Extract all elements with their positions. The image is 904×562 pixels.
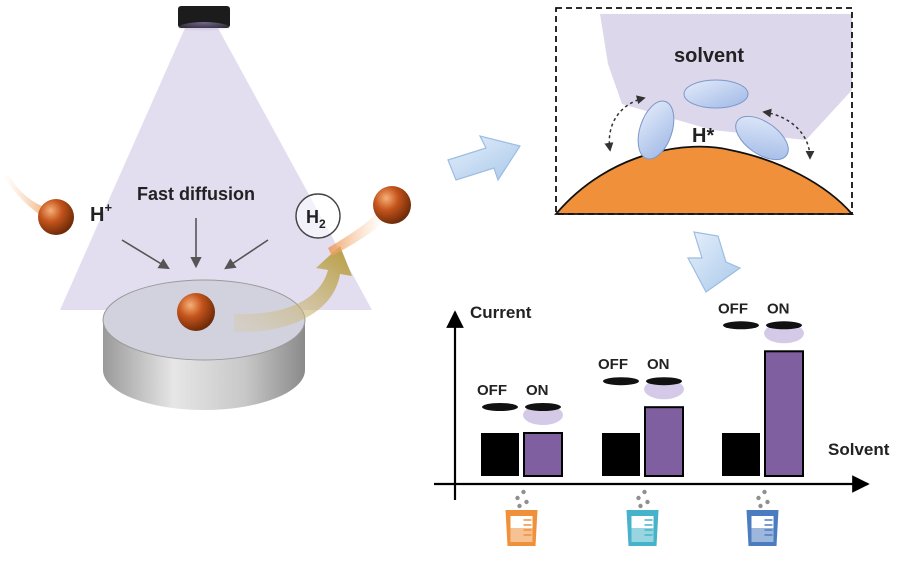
lamp-icon xyxy=(178,6,230,28)
electrode-surface xyxy=(554,145,854,215)
exchange-arrow-icon xyxy=(762,108,815,160)
h2-label: H2 xyxy=(306,207,326,231)
proton-label: H+ xyxy=(90,200,112,226)
off-label: OFF xyxy=(598,356,628,373)
adsorbed-h-label: H* xyxy=(692,125,714,147)
proton-particle-icon xyxy=(38,199,74,235)
bar-off xyxy=(722,433,760,476)
lamp-on-icon xyxy=(646,377,682,386)
on-label: ON xyxy=(767,300,790,317)
solvent-molecule-icon xyxy=(683,79,749,109)
beaker-icon xyxy=(505,489,538,546)
bar-off xyxy=(481,433,519,476)
h2-trail xyxy=(328,212,384,256)
left-scene: Fast diffusion H+ H2 xyxy=(4,6,411,410)
beaker-icon xyxy=(626,489,659,546)
bar-on xyxy=(644,406,684,478)
h2-particle-icon xyxy=(373,186,411,224)
y-axis-label: Current xyxy=(470,303,532,322)
x-axis-label: Solvent xyxy=(828,440,890,459)
down-block-arrow-icon xyxy=(687,231,742,293)
right-block-arrow-icon xyxy=(447,135,521,182)
lamp-off-icon xyxy=(482,403,518,411)
h2-circle-icon xyxy=(295,193,341,239)
off-label: OFF xyxy=(718,300,748,317)
light-cone xyxy=(60,28,372,310)
adsorbed-particle-icon xyxy=(177,293,215,331)
solvent-label: solvent xyxy=(674,45,744,67)
on-label: ON xyxy=(647,356,670,373)
bar-on xyxy=(764,350,804,477)
bar-off xyxy=(602,433,640,476)
lamp-on-icon xyxy=(766,321,802,330)
bar-on xyxy=(523,432,563,477)
inset-panel: solvent H* xyxy=(554,7,854,215)
lamp-off-icon xyxy=(603,377,639,386)
fast-diffusion-label: Fast diffusion xyxy=(137,184,255,204)
lamp-on-icon xyxy=(525,403,561,411)
h2-release-arrow-icon xyxy=(234,246,352,333)
diffusion-arrow-icon xyxy=(121,239,170,270)
solvent-region xyxy=(600,14,852,140)
diffusion-arrow-icon xyxy=(224,239,269,270)
on-label: ON xyxy=(526,382,549,399)
lamp-off-icon xyxy=(723,321,759,330)
inset-border xyxy=(555,7,853,215)
off-label: OFF xyxy=(477,382,507,399)
exchange-arrow-icon xyxy=(604,95,646,152)
current-bar-chart: Current Solvent OFF ON OFF ON OFF ON xyxy=(434,300,890,546)
beaker-icon xyxy=(746,489,779,546)
